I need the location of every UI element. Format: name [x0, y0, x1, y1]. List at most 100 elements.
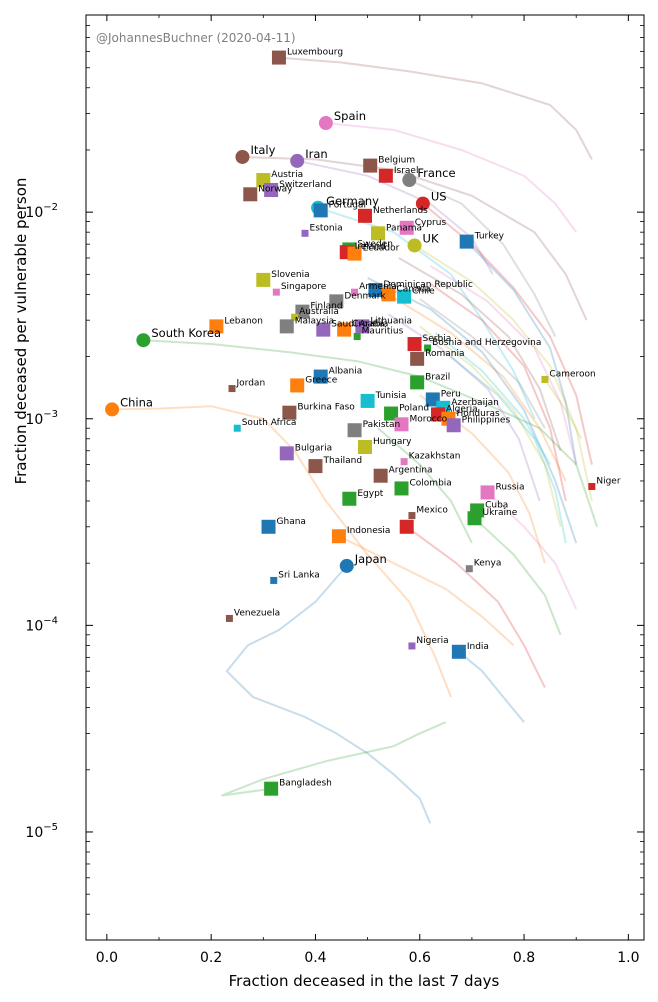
point-label: Mauritius	[362, 327, 404, 337]
trajectory-line	[387, 313, 541, 502]
point-marker	[353, 333, 361, 341]
point-marker	[342, 491, 357, 506]
y-tick-label: 10−5	[25, 822, 58, 841]
point-marker	[209, 319, 224, 334]
point-label: Singapore	[281, 282, 327, 292]
point-marker	[351, 288, 359, 296]
point-label: Australia	[299, 307, 339, 317]
point-marker	[295, 304, 310, 319]
point-marker	[400, 458, 408, 466]
point-label: Mexico	[416, 506, 448, 516]
point-label: France	[417, 166, 455, 180]
point-marker	[136, 333, 151, 348]
trajectory-line	[296, 159, 494, 275]
point-label: Kenya	[474, 559, 502, 569]
point-marker	[264, 183, 279, 198]
point-label: Sweden	[357, 239, 393, 249]
point-label: Germany	[326, 194, 379, 208]
point-label: Croatia	[352, 320, 384, 330]
point-marker	[233, 424, 241, 432]
point-label: Nigeria	[416, 636, 448, 646]
credit-text: @JohannesBuchner (2020-04-11)	[96, 31, 296, 45]
point-label: China	[120, 395, 153, 409]
point-label: Thailand	[322, 456, 362, 466]
point-label: Serbia	[423, 334, 452, 344]
point-marker	[358, 208, 372, 223]
point-marker	[308, 459, 323, 474]
point-label: Netherlands	[373, 206, 428, 216]
point-label: Algeria	[446, 404, 478, 414]
trajectory-line	[278, 56, 593, 160]
point-marker	[261, 519, 276, 534]
x-tick-label: 0.0	[96, 950, 118, 966]
point-label: Belgium	[378, 156, 415, 166]
point-marker	[355, 319, 370, 334]
point-label: Brazil	[425, 372, 450, 382]
point-label: Austria	[271, 170, 303, 180]
point-marker	[279, 446, 294, 461]
point-marker	[424, 344, 432, 352]
trajectory-line	[486, 491, 578, 610]
point-label: Dominican Republic	[383, 280, 472, 290]
point-marker	[347, 246, 362, 261]
point-marker	[407, 238, 422, 253]
trajectory-line	[112, 405, 452, 698]
point-marker	[291, 313, 299, 321]
point-marker	[329, 294, 344, 309]
trajectory-line	[221, 721, 447, 797]
point-marker	[313, 369, 328, 384]
point-marker	[402, 173, 417, 188]
point-label: Panama	[386, 223, 422, 233]
point-label: Pakistan	[363, 420, 401, 430]
point-label: Estonia	[310, 223, 343, 233]
point-label: Bangladesh	[279, 779, 332, 789]
trajectory-line	[325, 122, 578, 233]
point-marker	[235, 149, 250, 164]
trajectory-line	[419, 298, 546, 429]
point-label: Malaysia	[295, 316, 334, 326]
point-marker	[446, 418, 461, 433]
point-label: Russia	[496, 482, 525, 492]
trajectory-line	[473, 517, 562, 636]
point-label: Lebanon	[224, 316, 263, 326]
point-label: Cyprus	[415, 218, 447, 228]
point-label: Slovenia	[271, 270, 309, 280]
point-marker	[256, 272, 271, 287]
point-label: Lithuania	[370, 316, 412, 326]
point-label: Burkina Faso	[297, 403, 355, 413]
point-labels: Luxembourg Spain Italy Iran BelgiumFranceIsr…	[120, 48, 621, 789]
trajectory-line	[398, 257, 562, 452]
point-label: US	[431, 190, 447, 204]
point-label: South Africa	[242, 418, 297, 428]
point-label: Bosnia and Herzegovina	[432, 338, 541, 348]
trajectory-line	[458, 651, 525, 723]
point-label: Spain	[334, 109, 366, 123]
plot-frame	[85, 14, 645, 941]
point-marker	[290, 378, 305, 393]
point-label: Cuba	[485, 500, 508, 510]
point-marker	[331, 529, 346, 544]
point-label: Morocco	[410, 414, 448, 424]
point-label: South Korea	[151, 326, 221, 340]
trajectory-line	[225, 565, 432, 824]
point-marker	[399, 519, 414, 534]
trajectory-line	[377, 427, 473, 544]
point-marker	[408, 512, 416, 520]
x-tick-label: 0.6	[409, 950, 431, 966]
point-marker	[279, 319, 294, 334]
point-marker	[410, 351, 425, 366]
point-marker	[397, 289, 412, 304]
point-marker	[373, 468, 388, 483]
point-marker	[394, 481, 409, 496]
x-tick-label: 1.0	[617, 950, 639, 966]
point-marker	[410, 375, 425, 390]
point-marker	[243, 187, 258, 202]
point-marker	[394, 417, 409, 432]
point-label: Philippines	[462, 415, 511, 425]
point-label: Bulgaria	[295, 443, 332, 453]
point-marker	[363, 158, 378, 173]
point-marker	[415, 196, 430, 211]
x-tick-label: 0.4	[304, 950, 326, 966]
